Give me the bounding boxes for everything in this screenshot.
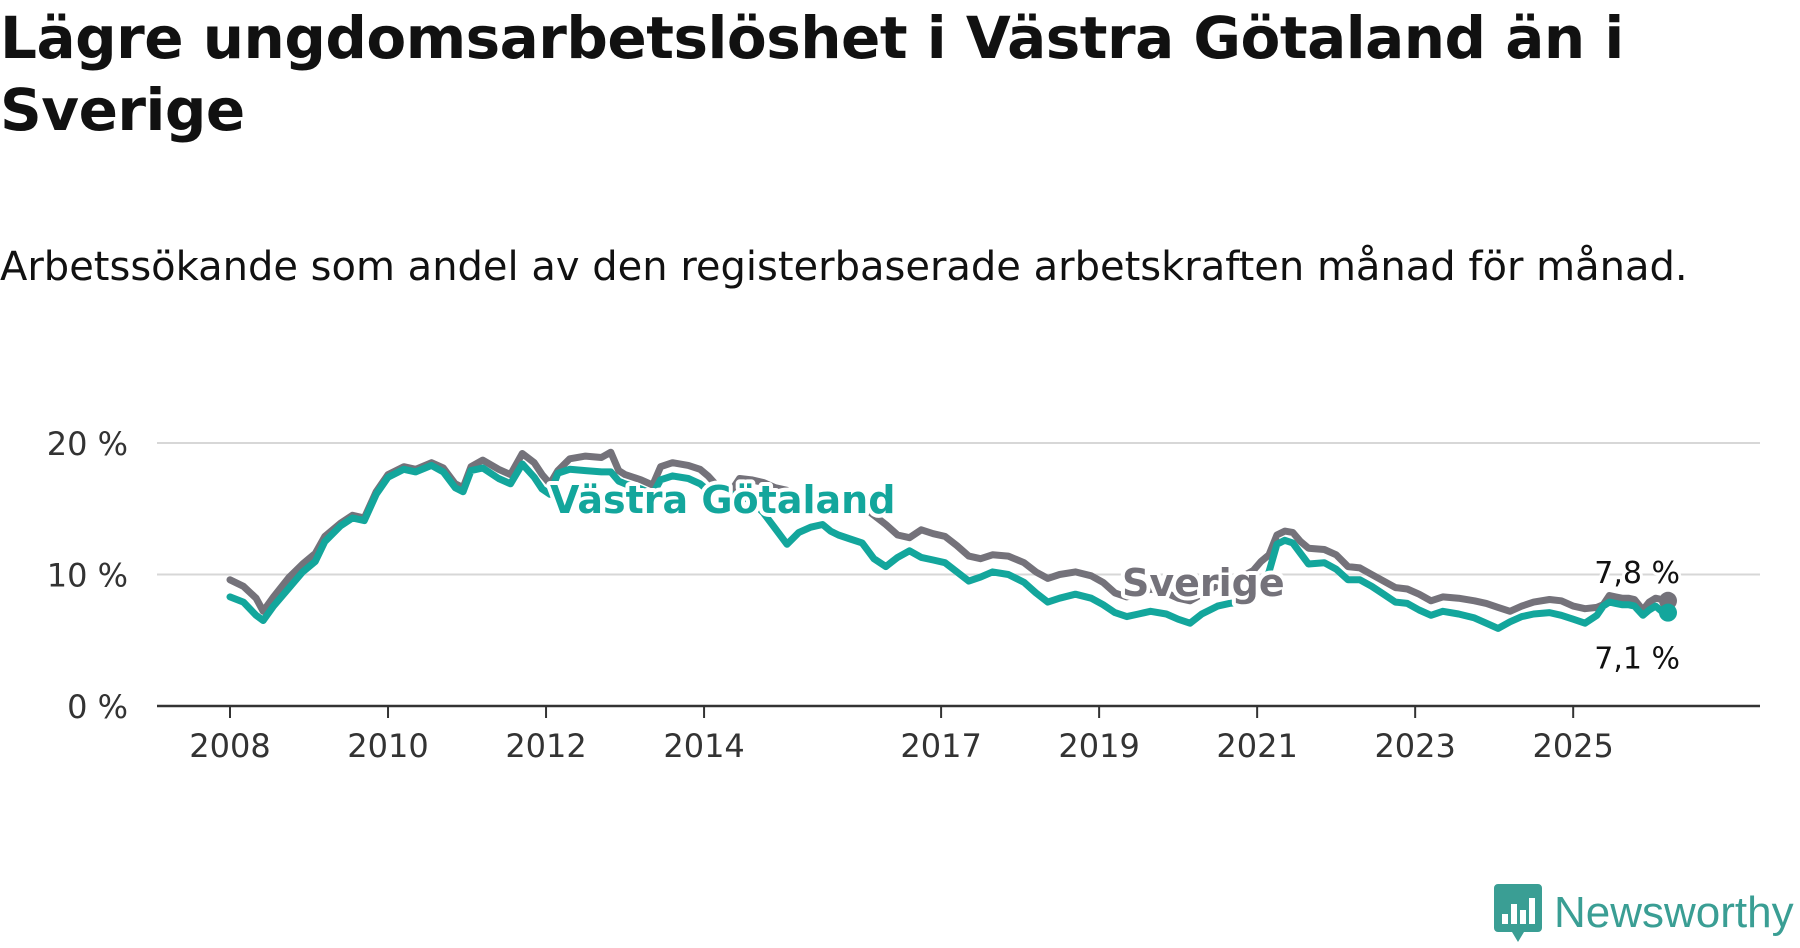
series-label-vastra-gotaland: Västra Götaland (550, 478, 895, 522)
x-tick-label: 2008 (189, 727, 270, 765)
series-line-vastra-gotaland (226, 460, 1672, 632)
x-tick-label: 2019 (1058, 727, 1139, 765)
y-axis: 0 % 10 % 20 % (47, 425, 128, 726)
chart-subtitle: Arbetssökande som andel av den registerb… (0, 244, 1688, 290)
y-tick-label: 20 % (47, 425, 128, 463)
series-line-sverige (226, 448, 1672, 615)
series-label-sverige: Sverige (1122, 561, 1285, 605)
x-tick-label: 2010 (347, 727, 428, 765)
series-end-marker (1659, 603, 1677, 622)
newsworthy-logo: Newsworthy (1494, 884, 1794, 942)
grid-lines (157, 442, 1760, 576)
end-label-vastra-gotaland: 7,1 % (1594, 642, 1680, 677)
end-label-sverige: 7,8 % (1594, 556, 1680, 591)
x-tick-label: 2012 (505, 727, 586, 765)
x-axis: 2008 2010 2012 2014 2017 2019 2021 2023 2025 (157, 704, 1760, 765)
y-tick-label: 10 % (47, 557, 128, 595)
chart-title: Lägre ungdomsarbetslöshet i Västra Götal… (0, 4, 1624, 144)
y-tick-label: 0 % (67, 688, 128, 726)
logo-text: Newsworthy (1554, 888, 1794, 937)
x-tick-label: 2025 (1532, 727, 1613, 765)
x-tick-label: 2014 (663, 727, 744, 765)
series-labels: Västra Götaland Sverige 7,8 % 7,1 % (546, 474, 1683, 680)
x-tick-label: 2021 (1216, 727, 1297, 765)
series-lines (226, 448, 1677, 632)
x-tick-label: 2017 (900, 727, 981, 765)
x-tick-label: 2023 (1374, 727, 1455, 765)
bar-chart-bubble-icon (1494, 884, 1542, 942)
